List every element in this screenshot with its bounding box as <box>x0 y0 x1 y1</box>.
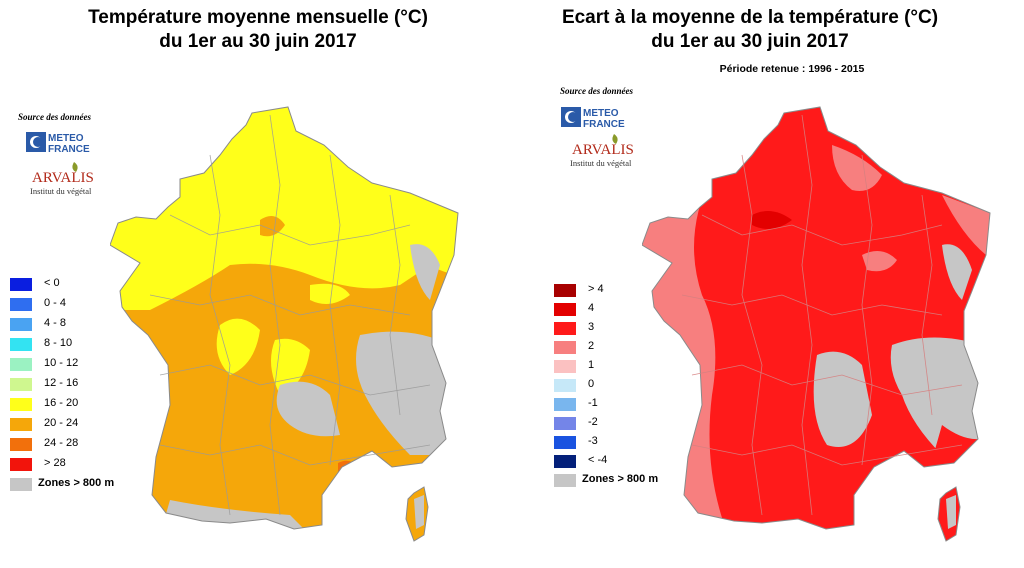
legend-swatch <box>10 478 32 491</box>
legend-swatch <box>554 360 576 373</box>
title-line-2: du 1er au 30 juin 2017 <box>159 31 357 52</box>
france-temperature-anomaly-map <box>642 106 991 542</box>
legend-swatch <box>10 278 32 291</box>
svg-text:FRANCE: FRANCE <box>583 119 625 130</box>
legend-label: -1 <box>588 397 598 409</box>
mean-temperature-title: Température moyenne mensuelle (°C) du 1e… <box>2 6 514 54</box>
meteo-france-logo: METEO FRANCE <box>26 132 90 155</box>
title-line-1: Température moyenne mensuelle (°C) <box>88 7 428 28</box>
legend-swatch <box>554 398 576 411</box>
legend-swatch <box>10 358 32 371</box>
legend-item: -3 <box>554 434 694 452</box>
data-source-label: Source des données <box>18 112 92 122</box>
legend-swatch <box>554 436 576 449</box>
legend-item: 10 - 12 <box>10 356 150 374</box>
svg-text:Institut du végétal: Institut du végétal <box>30 186 92 196</box>
legend-item: Zones > 800 m <box>10 476 150 494</box>
france-mean-temperature-map <box>110 106 459 542</box>
legend-label: < 0 <box>44 277 60 289</box>
svg-text:ARVALIS: ARVALIS <box>572 142 634 158</box>
legend-label: < -4 <box>588 454 608 466</box>
legend-item: 16 - 20 <box>10 396 150 414</box>
legend-item: 1 <box>554 358 694 376</box>
legend-label: 4 <box>588 302 595 314</box>
legend-item: -2 <box>554 415 694 433</box>
legend-item: 0 - 4 <box>10 296 150 314</box>
legend-item: 12 - 16 <box>10 376 150 394</box>
temperature-anomaly-title: Ecart à la moyenne de la température (°C… <box>494 6 1006 54</box>
legend-swatch <box>10 338 32 351</box>
legend-item: < 0 <box>10 276 150 294</box>
legend-label: Zones > 800 m <box>582 473 659 485</box>
legend-item: 3 <box>554 320 694 338</box>
legend-label: 0 <box>588 378 595 390</box>
legend-swatch <box>10 398 32 411</box>
svg-text:FRANCE: FRANCE <box>48 144 90 155</box>
legend-swatch <box>554 322 576 335</box>
legend-swatch <box>10 298 32 311</box>
legend-swatch <box>554 379 576 392</box>
legend-swatch <box>554 303 576 316</box>
svg-text:Institut du végétal: Institut du végétal <box>570 158 632 168</box>
legend-swatch <box>554 455 576 468</box>
legend-label: 3 <box>588 321 595 333</box>
legend-label: 16 - 20 <box>44 397 79 409</box>
legend-item: > 28 <box>10 456 150 474</box>
arvalis-logo: ARVALIS Institut du végétal <box>570 134 634 168</box>
legend-swatch <box>10 418 32 431</box>
legend-label: 10 - 12 <box>44 357 79 369</box>
legend-item: 8 - 10 <box>10 336 150 354</box>
legend-label: 0 - 4 <box>44 297 67 309</box>
svg-text:METEO: METEO <box>48 133 84 144</box>
title-line-1: Ecart à la moyenne de la température (°C… <box>561 7 939 28</box>
legend-item: 2 <box>554 339 694 357</box>
legend-swatch <box>10 378 32 391</box>
legend-swatch <box>554 417 576 430</box>
legend-swatch <box>554 341 576 354</box>
legend-item: 4 - 8 <box>10 316 150 334</box>
mean-temperature-panel: Température moyenne mensuelle (°C) du 1e… <box>2 6 514 542</box>
legend-label: Zones > 800 m <box>38 477 115 489</box>
legend-item: Zones > 800 m <box>554 472 694 490</box>
temperature-anomaly-panel: Ecart à la moyenne de la température (°C… <box>512 0 1024 568</box>
arvalis-logo: ARVALIS Institut du végétal <box>30 162 94 196</box>
svg-text:METEO: METEO <box>583 108 619 119</box>
legend-item: 0 <box>554 377 694 395</box>
legend-label: > 28 <box>44 457 66 469</box>
legend-item: -1 <box>554 396 694 414</box>
data-source-label: Source des données <box>560 86 634 96</box>
legend-item: 24 - 28 <box>10 436 150 454</box>
legend-item: 20 - 24 <box>10 416 150 434</box>
legend-label: > 4 <box>588 283 604 295</box>
legend-label: 4 - 8 <box>44 317 67 329</box>
legend-swatch <box>10 438 32 451</box>
legend-swatch <box>10 318 32 331</box>
legend-label: 2 <box>588 340 595 352</box>
legend-label: 20 - 24 <box>44 417 79 429</box>
legend-label: 8 - 10 <box>44 337 73 349</box>
legend-item: 4 <box>554 301 694 319</box>
legend-label: 24 - 28 <box>44 437 79 449</box>
legend-swatch <box>10 458 32 471</box>
legend-swatch <box>554 284 576 297</box>
reference-period: Période retenue : 1996 - 2015 <box>719 63 865 75</box>
legend-item: < -4 <box>554 453 694 471</box>
meteo-france-logo: METEO FRANCE <box>561 107 625 130</box>
legend-label: -3 <box>588 435 598 447</box>
title-line-2: du 1er au 30 juin 2017 <box>651 31 849 52</box>
legend-label: 1 <box>588 359 595 371</box>
legend-label: -2 <box>588 416 598 428</box>
legend-swatch <box>554 474 576 487</box>
legend-label: 12 - 16 <box>44 377 79 389</box>
legend-item: > 4 <box>554 282 694 300</box>
svg-text:ARVALIS: ARVALIS <box>32 170 94 186</box>
